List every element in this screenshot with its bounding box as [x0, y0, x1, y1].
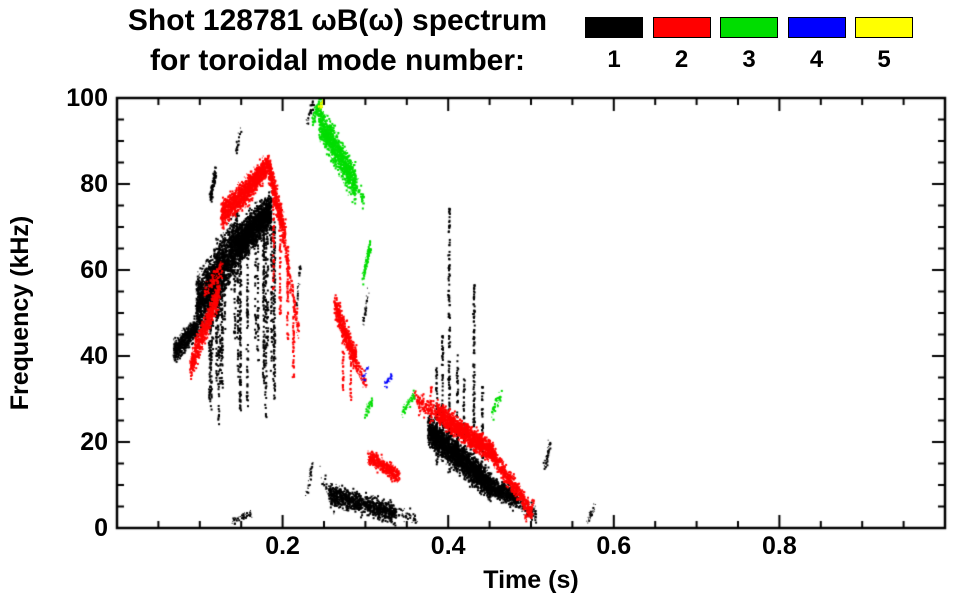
y-axis-label: Frequency (kHz)	[6, 215, 34, 411]
x-axis-label: Time (s)	[483, 566, 579, 594]
chart-title: Shot 128781 ωB(ω) spectrum	[127, 4, 548, 37]
chart-subtitle: for toroidal mode number:	[150, 44, 525, 77]
